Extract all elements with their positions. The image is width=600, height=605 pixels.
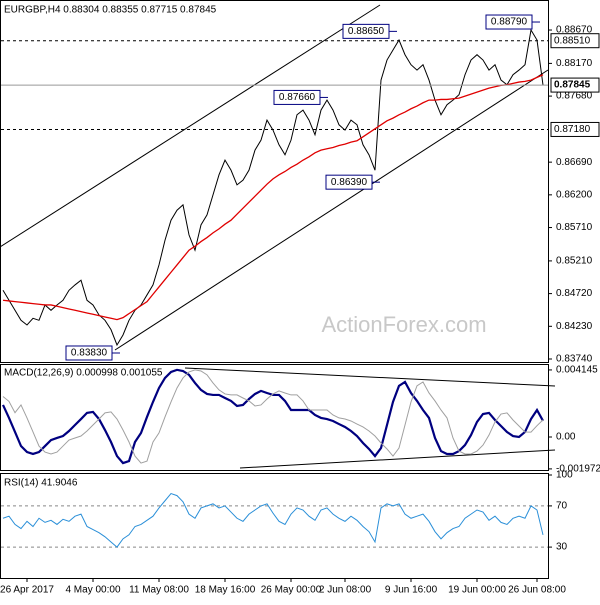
annotation-box [485, 14, 533, 30]
level-label: 0.88510 [554, 35, 591, 46]
y-tick-label: 0.85210 [556, 256, 593, 267]
y-tick-label: 70 [556, 501, 568, 512]
y-tick-label: 0.88170 [556, 58, 593, 69]
y-tick-label: 0.87680 [556, 91, 593, 102]
x-tick-label: 26 May 00:00 [261, 585, 322, 596]
y-tick-label: 0.84230 [556, 321, 593, 332]
series-line [2, 369, 544, 464]
y-tick-label: 0.83740 [556, 354, 593, 365]
y-tick-label: 0.86200 [556, 189, 593, 200]
series-line [2, 492, 544, 548]
y-tick-label: 100 [556, 470, 573, 481]
x-tick-label: 11 May 08:00 [129, 585, 189, 596]
y-tick-label: -0.001972 [556, 464, 600, 475]
level-label-box [550, 121, 600, 137]
y-tick-label: 0.004145 [556, 365, 598, 376]
level-label-box [550, 33, 600, 49]
annotation-label: 0.86390 [331, 177, 368, 188]
x-tick-label: 2 Jun 08:00 [319, 585, 372, 596]
y-tick-label: 0.88670 [556, 25, 593, 36]
macd-trend-lower [239, 449, 556, 469]
annotation-label: 0.88650 [348, 26, 385, 37]
rsi-title: RSI(14) 41.9046 [4, 478, 78, 489]
y-tick-label: 0.85710 [556, 222, 593, 233]
chart-title: EURGBP,H4 0.88304 0.88355 0.87715 0.8784… [4, 5, 217, 16]
macd-trend-upper [184, 367, 556, 387]
rsi-panel-border [0, 473, 549, 579]
current-price-label: 0.87845 [554, 80, 591, 91]
series-line [2, 28, 544, 347]
x-tick-label: 4 May 00:00 [65, 585, 120, 596]
x-tick-label: 9 Jun 16:00 [385, 585, 438, 596]
series-line [2, 74, 544, 321]
annotation-box [325, 174, 373, 190]
x-tick-label: 26 Apr 2017 [0, 585, 54, 596]
y-tick-label: 0.00 [556, 432, 576, 443]
annotation-box [273, 89, 321, 105]
x-tick-label: 18 May 16:00 [195, 585, 256, 596]
y-tick-label: 0.86690 [556, 157, 593, 168]
annotation-box [65, 345, 113, 361]
x-tick-label: 19 Jun 00:00 [448, 585, 506, 596]
series-line [2, 368, 544, 465]
channel-upper [0, 4, 381, 248]
annotation-label: 0.88790 [491, 17, 528, 28]
channel-lower [114, 69, 549, 351]
x-tick-label: 26 Jun 08:00 [508, 585, 566, 596]
annotation-label: 0.87660 [279, 92, 316, 103]
y-tick-label: 0.84720 [556, 288, 593, 299]
watermark: ActionForex.com [321, 312, 486, 337]
price-panel-border [0, 0, 549, 363]
y-tick-label: 30 [556, 542, 568, 553]
level-label: 0.87180 [554, 124, 591, 135]
macd-title: MACD(12,26,9) 0.000998 0.001055 [4, 368, 163, 379]
annotation-box [342, 23, 390, 39]
annotation-label: 0.83830 [71, 348, 108, 359]
macd-panel-border [0, 364, 549, 471]
current-price-box [550, 77, 600, 93]
